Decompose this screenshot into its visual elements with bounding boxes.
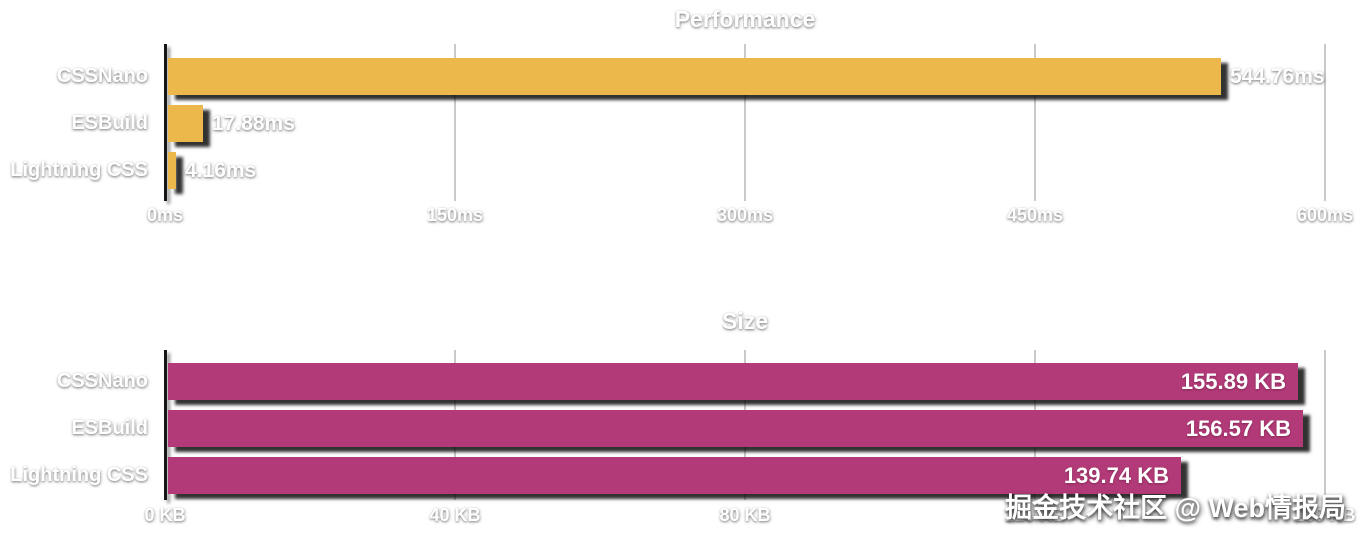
x-tick-label: 0ms: [146, 205, 184, 225]
bar-value-label: 17.88ms: [212, 112, 295, 135]
performance-chart: Performance CSSNano 544.76ms ESBuild 17.88m…: [0, 0, 1360, 240]
value-bar: [168, 105, 203, 142]
category-label: CSSNano: [56, 65, 148, 87]
x-tick-label: 0 KB: [144, 505, 186, 525]
bar-row: ESBuild 156.57 KB: [0, 410, 1360, 447]
grid-line: [1324, 44, 1326, 201]
bar-row: CSSNano 544.76ms: [0, 58, 1360, 95]
watermark: 掘金技术社区 @ Web情报局: [1005, 493, 1346, 523]
bar-row: Lightning CSS 4.16ms: [0, 152, 1360, 189]
size-chart: Size CSSNano 155.89 KB ESBuild 156.57 KB Lig…: [0, 296, 1360, 534]
bar-value-label: 544.76ms: [1230, 65, 1325, 88]
x-tick-label: 120 KB: [1004, 505, 1066, 525]
grid-line: [744, 44, 746, 201]
value-bar: 156.57 KB: [168, 410, 1303, 447]
grid-line: [454, 44, 456, 201]
y-axis-line: [164, 350, 167, 500]
chart-title: Size: [721, 308, 769, 334]
x-tick-label: 450ms: [1006, 205, 1064, 225]
value-bar: 139.74 KB: [168, 457, 1181, 494]
category-label: CSSNano: [56, 370, 148, 392]
bar-value-label: 4.16ms: [185, 159, 257, 182]
bar-row: Lightning CSS 139.74 KB: [0, 457, 1360, 494]
value-bar: 155.89 KB: [168, 363, 1298, 400]
chart-title: Performance: [674, 6, 816, 32]
x-tick-label: 300ms: [716, 205, 774, 225]
bar-value-label: 139.74 KB: [1063, 463, 1169, 488]
y-axis-line: [164, 44, 167, 201]
grid-line: [1324, 350, 1326, 500]
bar-value-label: 155.89 KB: [1180, 369, 1286, 394]
value-bar: [168, 152, 176, 189]
x-tick-label: 150ms: [426, 205, 484, 225]
x-tick-label: 40 KB: [429, 505, 481, 525]
bar-rows: CSSNano 155.89 KB ESBuild 156.57 KB Lightnin…: [0, 363, 1360, 504]
category-label: ESBuild: [71, 417, 148, 439]
x-tick-label: 160 KB: [1294, 505, 1356, 525]
category-label: Lightning CSS: [10, 159, 148, 181]
bar-row: CSSNano 155.89 KB: [0, 363, 1360, 400]
category-label: Lightning CSS: [10, 464, 148, 486]
category-label: ESBuild: [71, 112, 148, 134]
x-tick-label: 600ms: [1296, 205, 1354, 225]
bar-rows: CSSNano 544.76ms ESBuild 17.88ms Lightning C…: [0, 58, 1360, 199]
bar-value-label: 156.57 KB: [1185, 416, 1291, 441]
x-tick-label: 80 KB: [719, 505, 771, 525]
grid-line: [1034, 44, 1036, 201]
bar-row: ESBuild 17.88ms: [0, 105, 1360, 142]
value-bar: [168, 58, 1221, 95]
